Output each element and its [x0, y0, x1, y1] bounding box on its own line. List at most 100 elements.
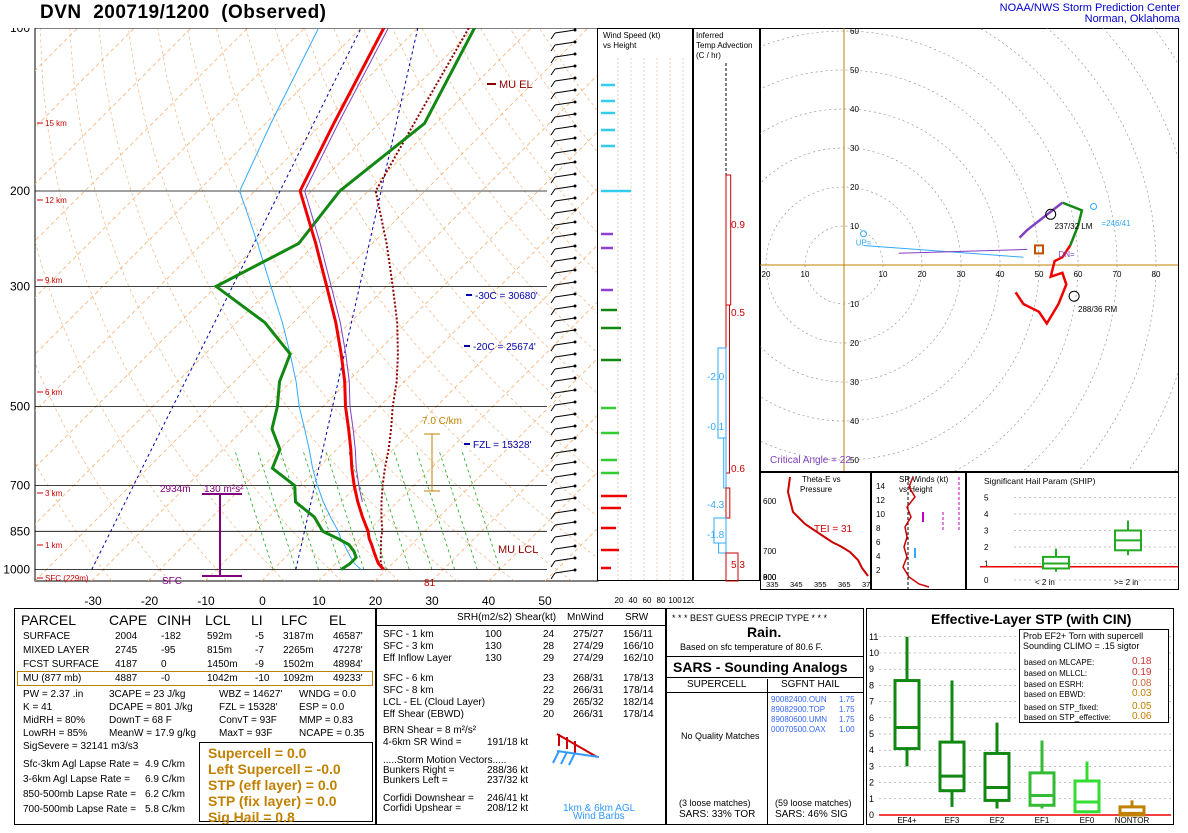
parcel-cell: 3187m [283, 631, 314, 642]
kin-cell: 275/27 [573, 629, 604, 640]
height-label: 6 km [45, 388, 63, 397]
lapse-label: 850-500mb Lapse Rate = [23, 789, 137, 800]
theta-x-tick: 375 [862, 580, 872, 589]
lapse-value: 5.8 C/km [145, 804, 186, 815]
isotherm [35, 28, 192, 185]
stp-box [983, 751, 1011, 802]
wind-barb [550, 112, 577, 124]
ws-tick: 40 [629, 596, 638, 605]
wind-barb [550, 136, 577, 148]
parcel-col-header: CAPE [109, 612, 148, 628]
thermo-value: ConvT = 93F [219, 715, 277, 726]
wind-panel-title2: vs Height [603, 41, 637, 50]
brn-shear: BRN Shear = 8 m²/s² [383, 725, 477, 736]
kin-cell: Eff Inflow Layer [383, 653, 452, 664]
tadv-value: -1.8 [707, 530, 725, 541]
stp-category: EF3 [945, 816, 960, 824]
downshear-marker [1090, 203, 1098, 210]
parcel-cell: 2004 [115, 631, 138, 642]
temp-tick: -20 [141, 594, 159, 608]
prob-label: based on ESRH: [1024, 680, 1084, 689]
height-label: 3 km [45, 489, 63, 498]
kin-cell: LCL - EL (Cloud Layer) [383, 697, 486, 708]
kin-cell: SFC - 6 km [383, 673, 434, 684]
corfidi-label: =246/41 [1101, 219, 1131, 228]
kin-cell: 22 [543, 685, 555, 696]
kin-cell: 266/31 [573, 709, 604, 720]
sars-hail-match: 89080600.UMN [771, 715, 828, 724]
wind-barb [550, 508, 577, 520]
bunkers-right-label: 288/36 RM [1078, 305, 1117, 314]
prob-label: based on EBWD: [1024, 690, 1086, 699]
theta-x-tick: 335 [766, 580, 779, 589]
thermo-value: DCAPE = 801 J/kg [109, 702, 193, 713]
wind-barb [550, 352, 577, 364]
hodo-axis-label: 40 [996, 270, 1005, 279]
sars-title: SARS - Sounding Analogs [673, 659, 848, 675]
pressure-tick: 200 [10, 184, 30, 198]
lapse-label: 3-6km Agl Lapse Rate = [23, 774, 131, 785]
parcel-cell: 4187 [115, 659, 138, 670]
kin-cell: 274/29 [573, 653, 604, 664]
hodo-ring-label-up: 20 [850, 183, 859, 192]
stp-category: NONTOR [1115, 816, 1150, 824]
sr-winds-panel: SR Winds (kt) vs Height classic supercel… [871, 472, 966, 590]
hodo-trace-mid [1061, 201, 1084, 246]
ws-tick: 60 [643, 596, 652, 605]
hodo-ring-label-down: 10 [850, 300, 859, 309]
wind-barb [550, 532, 577, 544]
parcel-col-header: LFC [281, 612, 308, 628]
stp-tick: 3 [869, 761, 874, 771]
parcel-cell: MIXED LAYER [23, 645, 90, 656]
wind-barb [550, 424, 577, 436]
obs-status: (Observed) [221, 2, 327, 23]
ship-tick: 3 [984, 527, 989, 536]
composite-box: Supercell = 0.0 Left Supercell = -0.0 ST… [199, 742, 373, 824]
sr-km-tick: 6 [876, 538, 881, 547]
height-label: 9 km [45, 276, 63, 285]
wind-barb [550, 328, 577, 340]
prob-label: based on STP_fixed: [1024, 703, 1099, 712]
stp-tick: 8 [869, 680, 874, 690]
parcel-cell: 47278' [333, 645, 363, 656]
kin-cell: 178/13 [623, 673, 654, 684]
temperature-trace [298, 28, 386, 571]
hodo-ring-label-up: 10 [850, 222, 859, 231]
critical-angle: Critical Angle = 22 [770, 455, 851, 466]
barbs-label1: 1km & 6km AGL [563, 803, 636, 814]
kin-cell: 23 [543, 673, 555, 684]
kin-divider [377, 625, 665, 626]
parcel-cell: -5 [255, 631, 264, 642]
parcel-cell: 1092m [283, 673, 314, 684]
stp-tick: 6 [869, 713, 874, 723]
sars-hail-size: 1.75 [839, 715, 855, 724]
dry-adiabat [215, 28, 598, 559]
wind-barb [550, 184, 577, 196]
lapse-value: 6.9 C/km [145, 774, 186, 785]
prob-label: based on MLCAPE: [1024, 658, 1095, 667]
wind-barb [550, 196, 577, 208]
org-label: NOAA/NWS Storm Prediction Center Norman,… [1000, 3, 1180, 25]
kinematic-panel: SFC - 1 km 100 24 275/27 156/11 SFC - 3 km 130… [376, 608, 666, 825]
wind-barb [550, 448, 577, 460]
kin-cell: 28 [543, 641, 555, 652]
height-label: SFC (229m) [45, 574, 89, 583]
mu-el-label: MU EL [499, 79, 533, 91]
isotherm [35, 28, 362, 355]
dry-adiabat [127, 28, 457, 581]
sars-hail-loose: (59 loose matches) [775, 798, 852, 808]
parcel-col-header: EL [329, 612, 347, 628]
hodograph-panel: 1010202030304040505060607070302010102030… [760, 28, 1179, 472]
temp-tick: 10 [312, 594, 326, 608]
dry-adiabat [274, 28, 598, 476]
stp-tick: 9 [869, 664, 874, 674]
pressure-tick: 100 [10, 28, 30, 35]
sars-tor: SARS: 33% TOR [679, 809, 756, 820]
station-id: DVN [40, 2, 82, 23]
tadv-value: -4.3 [707, 500, 725, 511]
stp-tick: 10 [869, 648, 879, 658]
bunkers-right-label: Bunkers Right = [383, 765, 455, 776]
sr-wind-profile [902, 476, 930, 588]
kin-cell: 274/29 [573, 641, 604, 652]
dry-adiabat [304, 28, 598, 435]
